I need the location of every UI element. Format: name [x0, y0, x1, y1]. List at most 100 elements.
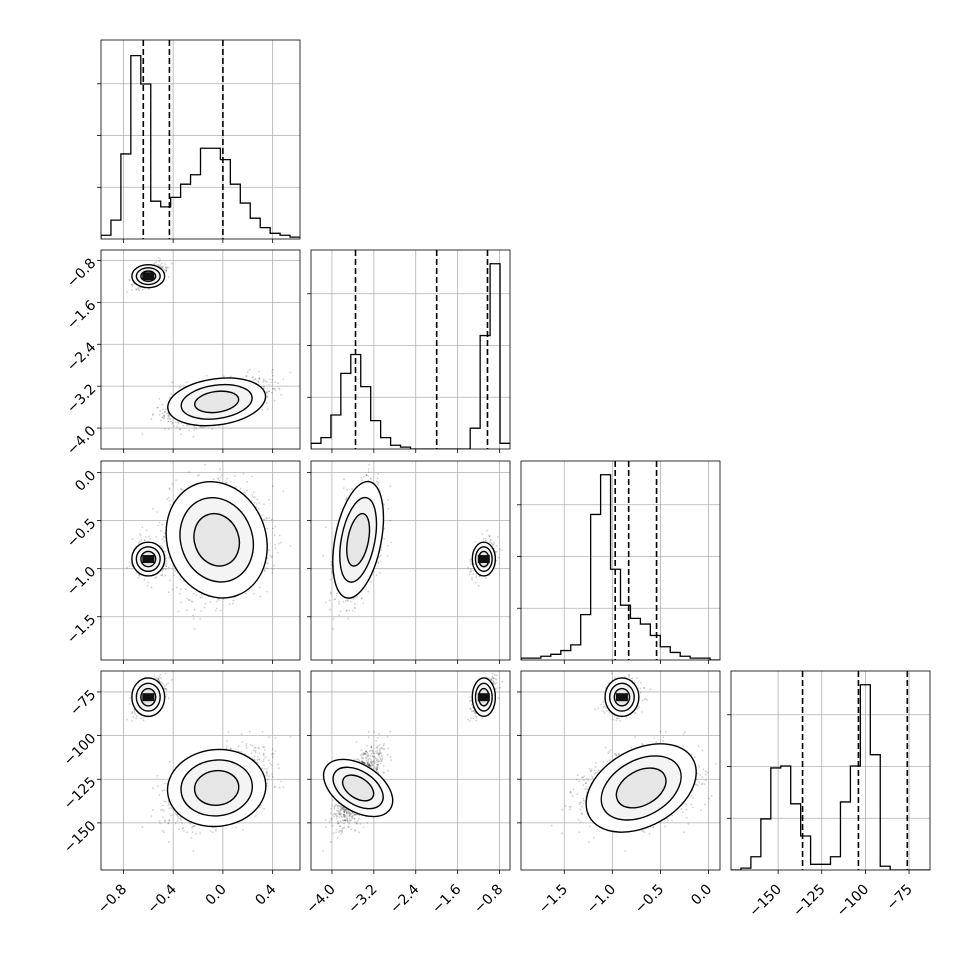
sample-point [188, 424, 191, 427]
sample-point [128, 561, 131, 564]
sample-point [263, 503, 265, 506]
sample-point [265, 402, 268, 404]
sample-point [160, 545, 163, 548]
sample-point [171, 421, 174, 424]
sample-point [164, 266, 167, 269]
sample-point [161, 266, 164, 268]
sample-point [239, 487, 242, 490]
sample-point [150, 586, 153, 589]
sample-point [138, 575, 141, 577]
sample-point [158, 260, 161, 263]
sample-point [176, 586, 178, 589]
sample-point [179, 386, 181, 389]
sample-point [170, 420, 172, 423]
sample-point [165, 267, 168, 269]
sample-point [152, 507, 154, 510]
panel-2-0 [97, 460, 303, 664]
sample-point [225, 481, 228, 484]
sample-point [154, 577, 157, 579]
sample-point [177, 610, 180, 613]
panel-frame [310, 249, 511, 450]
sample-point [188, 598, 191, 601]
sample-point [254, 377, 257, 380]
sample-point [143, 579, 146, 581]
sample-point [263, 379, 265, 382]
sample-point [191, 600, 194, 603]
sample-point [277, 382, 279, 384]
sample-point [170, 393, 173, 396]
sample-point [346, 488, 348, 491]
sample-point [188, 429, 190, 432]
sample-point [301, 368, 303, 370]
sample-point [333, 598, 336, 601]
sample-point [186, 598, 188, 600]
sample-point [174, 421, 177, 423]
sample-point [171, 483, 174, 485]
sample-point [269, 378, 271, 381]
sample-point [343, 478, 345, 481]
sample-point [161, 403, 164, 406]
sample-point [338, 602, 341, 605]
y-tick-label: −0.8 [64, 256, 99, 291]
sample-point [271, 571, 274, 574]
sample-point [221, 474, 223, 476]
sample-point [198, 474, 200, 476]
sample-point [196, 474, 199, 477]
sample-point [138, 542, 140, 545]
sample-point [163, 414, 165, 417]
sample-point [201, 596, 203, 599]
sample-point [131, 283, 133, 286]
sample-point [352, 598, 355, 600]
sample-point [252, 496, 255, 499]
sample-point [181, 488, 184, 491]
sample-point [168, 556, 170, 559]
density-contour [193, 390, 240, 414]
sample-point [144, 539, 146, 542]
sample-point [157, 256, 160, 259]
sample-point [166, 412, 168, 415]
sample-point [271, 485, 274, 488]
y-tick-label: −1.0 [64, 564, 99, 599]
sample-point [184, 588, 187, 591]
sample-point [165, 562, 168, 565]
sample-point [156, 511, 159, 513]
sample-point [252, 379, 255, 381]
sample-point [178, 422, 180, 425]
sample-point [370, 580, 373, 583]
sample-point [202, 426, 204, 429]
sample-point [301, 542, 303, 544]
sample-point [242, 472, 245, 475]
sample-point [217, 477, 220, 480]
sample-point [266, 408, 269, 411]
panel-1-1 [307, 249, 511, 453]
sample-point [477, 584, 480, 587]
sample-point [200, 610, 202, 612]
sample-point [185, 381, 188, 384]
sample-point [383, 503, 385, 506]
sample-point [252, 376, 255, 378]
sample-point [180, 487, 182, 490]
sample-point [331, 628, 334, 631]
sample-point [274, 543, 276, 546]
sample-point [467, 566, 469, 569]
sample-point [167, 276, 170, 278]
sample-point [252, 491, 255, 494]
histogram-1 [311, 263, 510, 449]
sample-point [273, 399, 276, 402]
sample-point [266, 390, 268, 393]
sample-point [204, 602, 207, 605]
sample-point [200, 426, 202, 428]
sample-point [230, 481, 232, 483]
sample-point [165, 554, 167, 557]
sample-point [165, 269, 168, 272]
sample-point [140, 539, 143, 541]
sample-point [271, 527, 274, 530]
sample-point [179, 588, 182, 591]
sample-point [148, 535, 151, 538]
sample-point [161, 523, 164, 526]
sample-point [274, 387, 276, 390]
sample-point [156, 406, 159, 409]
sample-point [135, 288, 138, 291]
sample-point [178, 592, 181, 595]
